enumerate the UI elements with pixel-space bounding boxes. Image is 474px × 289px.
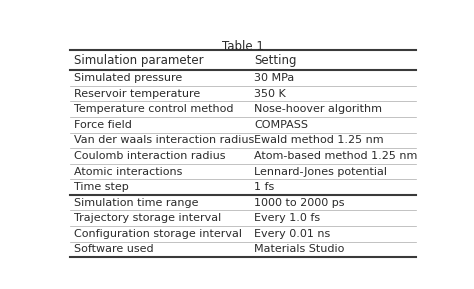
Text: Coulomb interaction radius: Coulomb interaction radius bbox=[74, 151, 226, 161]
Text: Temperature control method: Temperature control method bbox=[74, 104, 233, 114]
Text: Setting: Setting bbox=[254, 54, 296, 67]
Text: Simulated pressure: Simulated pressure bbox=[74, 73, 182, 83]
Text: Materials Studio: Materials Studio bbox=[254, 244, 344, 254]
Text: Simulation time range: Simulation time range bbox=[74, 198, 199, 208]
Text: Nose-hoover algorithm: Nose-hoover algorithm bbox=[254, 104, 382, 114]
Text: Ewald method 1.25 nm: Ewald method 1.25 nm bbox=[254, 135, 383, 145]
Text: Configuration storage interval: Configuration storage interval bbox=[74, 229, 242, 239]
Text: Every 0.01 ns: Every 0.01 ns bbox=[254, 229, 330, 239]
Text: COMPASS: COMPASS bbox=[254, 120, 308, 130]
Text: 30 MPa: 30 MPa bbox=[254, 73, 294, 83]
Text: Lennard-Jones potential: Lennard-Jones potential bbox=[254, 166, 387, 177]
Text: Time step: Time step bbox=[74, 182, 129, 192]
Text: Simulation parameter: Simulation parameter bbox=[74, 54, 203, 67]
Text: Every 1.0 fs: Every 1.0 fs bbox=[254, 213, 320, 223]
Text: Force field: Force field bbox=[74, 120, 132, 130]
Text: Software used: Software used bbox=[74, 244, 154, 254]
Text: Van der waals interaction radius: Van der waals interaction radius bbox=[74, 135, 254, 145]
Text: Atomic interactions: Atomic interactions bbox=[74, 166, 182, 177]
Text: Table 1: Table 1 bbox=[222, 40, 264, 53]
Text: Trajectory storage interval: Trajectory storage interval bbox=[74, 213, 221, 223]
Text: 350 K: 350 K bbox=[254, 89, 286, 99]
Text: Reservoir temperature: Reservoir temperature bbox=[74, 89, 200, 99]
Text: Atom-based method 1.25 nm: Atom-based method 1.25 nm bbox=[254, 151, 417, 161]
Text: 1000 to 2000 ps: 1000 to 2000 ps bbox=[254, 198, 345, 208]
Text: 1 fs: 1 fs bbox=[254, 182, 274, 192]
